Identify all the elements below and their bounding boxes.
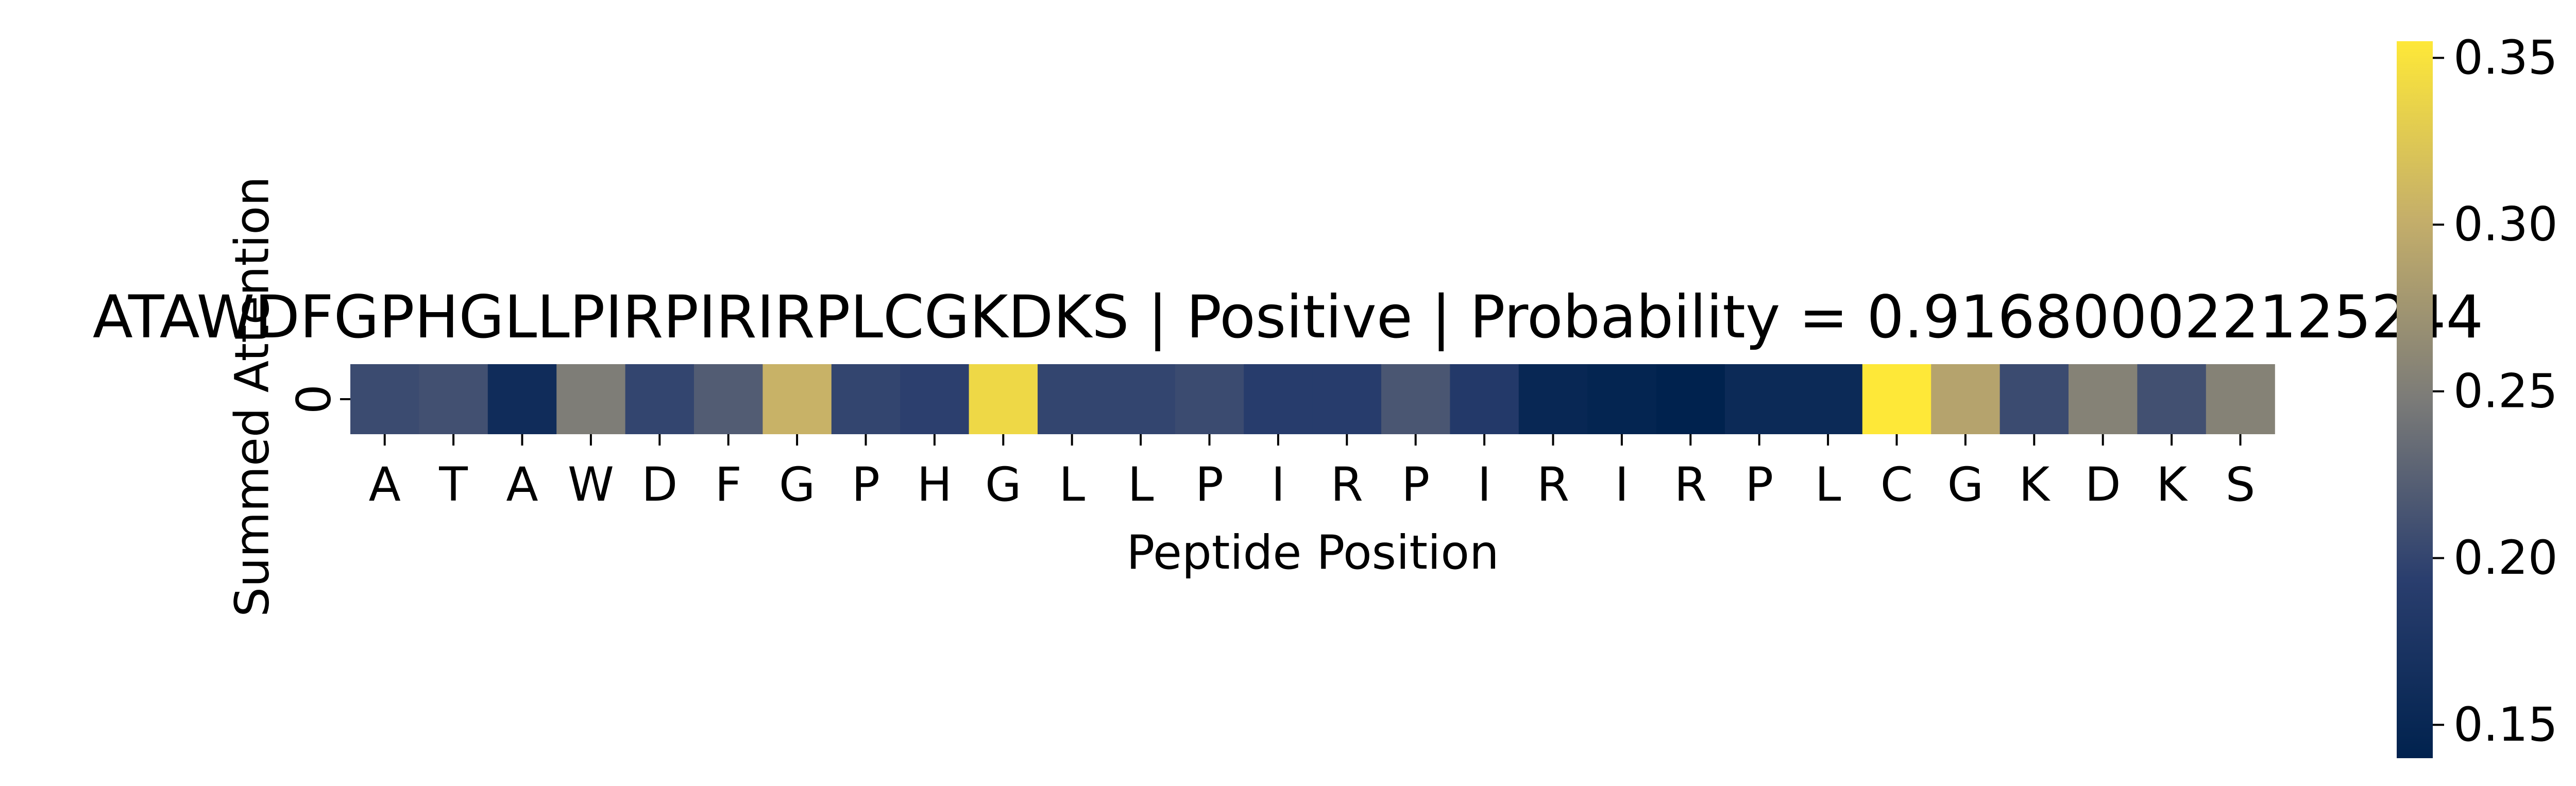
heatmap-cell <box>1106 364 1176 434</box>
x-tick-label: L <box>1128 458 1154 512</box>
heatmap-cell <box>1725 364 1794 434</box>
x-tick-label: A <box>506 458 538 512</box>
heatmap-cell <box>1587 364 1657 434</box>
x-tick-label: T <box>438 458 468 512</box>
heatmap-cell <box>1999 364 2069 434</box>
x-tick-label: R <box>1537 458 1569 512</box>
heatmap-cell <box>1244 364 1313 434</box>
colorbar-tick-label: 0.35 <box>2453 31 2558 85</box>
x-tick-label: K <box>2156 458 2188 512</box>
heatmap-cell <box>1312 364 1382 434</box>
heatmap-cell <box>2206 364 2275 434</box>
x-tick-label: R <box>1331 458 1363 512</box>
colorbar-tick-label: 0.20 <box>2453 531 2558 585</box>
heatmap-cell <box>831 364 901 434</box>
x-tick-label: D <box>2085 458 2121 512</box>
heatmap-cell <box>556 364 626 434</box>
x-tick-label: I <box>1478 458 1492 512</box>
chart-title: ATAWDFGPHGLLPIRPIRIRPLCGKDKS | Positive … <box>93 283 2483 351</box>
y-axis-label: Summed Attention <box>226 176 280 617</box>
heatmap-cell <box>1862 364 1931 434</box>
x-tick-label: W <box>568 458 614 512</box>
x-tick-label: A <box>369 458 401 512</box>
x-tick-label: I <box>1615 458 1629 512</box>
heatmap-cell <box>2069 364 2138 434</box>
heatmap-cell <box>2137 364 2207 434</box>
heatmap-cell <box>1450 364 1519 434</box>
x-tick-label: G <box>1947 458 1984 512</box>
x-tick-label: I <box>1271 458 1285 512</box>
heatmap-cell <box>419 364 488 434</box>
x-tick-label: L <box>1815 458 1841 512</box>
x-tick-label: P <box>852 458 880 512</box>
heatmap-cell <box>1175 364 1244 434</box>
heatmap-cells <box>350 364 2275 434</box>
x-tick-label: G <box>985 458 1022 512</box>
x-tick-label: S <box>2226 458 2256 512</box>
x-tick-label: F <box>715 458 742 512</box>
colorbar <box>2397 41 2433 758</box>
heatmap-cell <box>900 364 970 434</box>
x-tick-label: P <box>1195 458 1224 512</box>
x-tick-label: H <box>917 458 952 512</box>
colorbar-tick-label: 0.15 <box>2453 698 2558 752</box>
heatmap-cell <box>1518 364 1588 434</box>
colorbar-tick-label: 0.30 <box>2453 198 2558 252</box>
heatmap-cell <box>1793 364 1863 434</box>
colorbar-tick-label: 0.25 <box>2453 364 2558 418</box>
x-tick-label: L <box>1059 458 1085 512</box>
heatmap-cell <box>1931 364 2001 434</box>
heatmap-cell <box>625 364 694 434</box>
heatmap-cell <box>1656 364 1725 434</box>
x-tick-label: G <box>779 458 816 512</box>
heatmap-cell <box>969 364 1038 434</box>
heatmap-cell <box>694 364 763 434</box>
x-axis-label: Peptide Position <box>1126 526 1499 580</box>
x-tick-label: K <box>2019 458 2050 512</box>
colorbar-tick-group: 0.15 0.20 0.25 0.30 0.35 <box>2433 31 2558 752</box>
heatmap-cell <box>762 364 832 434</box>
x-tick-label: D <box>641 458 677 512</box>
heatmap-cell <box>350 364 419 434</box>
heatmap-cell <box>487 364 557 434</box>
x-tick-label: P <box>1745 458 1773 512</box>
heatmap-cell <box>1038 364 1107 434</box>
x-tick-label: R <box>1674 458 1707 512</box>
x-tick-label: P <box>1401 458 1430 512</box>
x-tick-label: C <box>1880 458 1913 512</box>
heatmap-cell <box>1381 364 1450 434</box>
y-tick-label: 0 <box>287 384 342 414</box>
